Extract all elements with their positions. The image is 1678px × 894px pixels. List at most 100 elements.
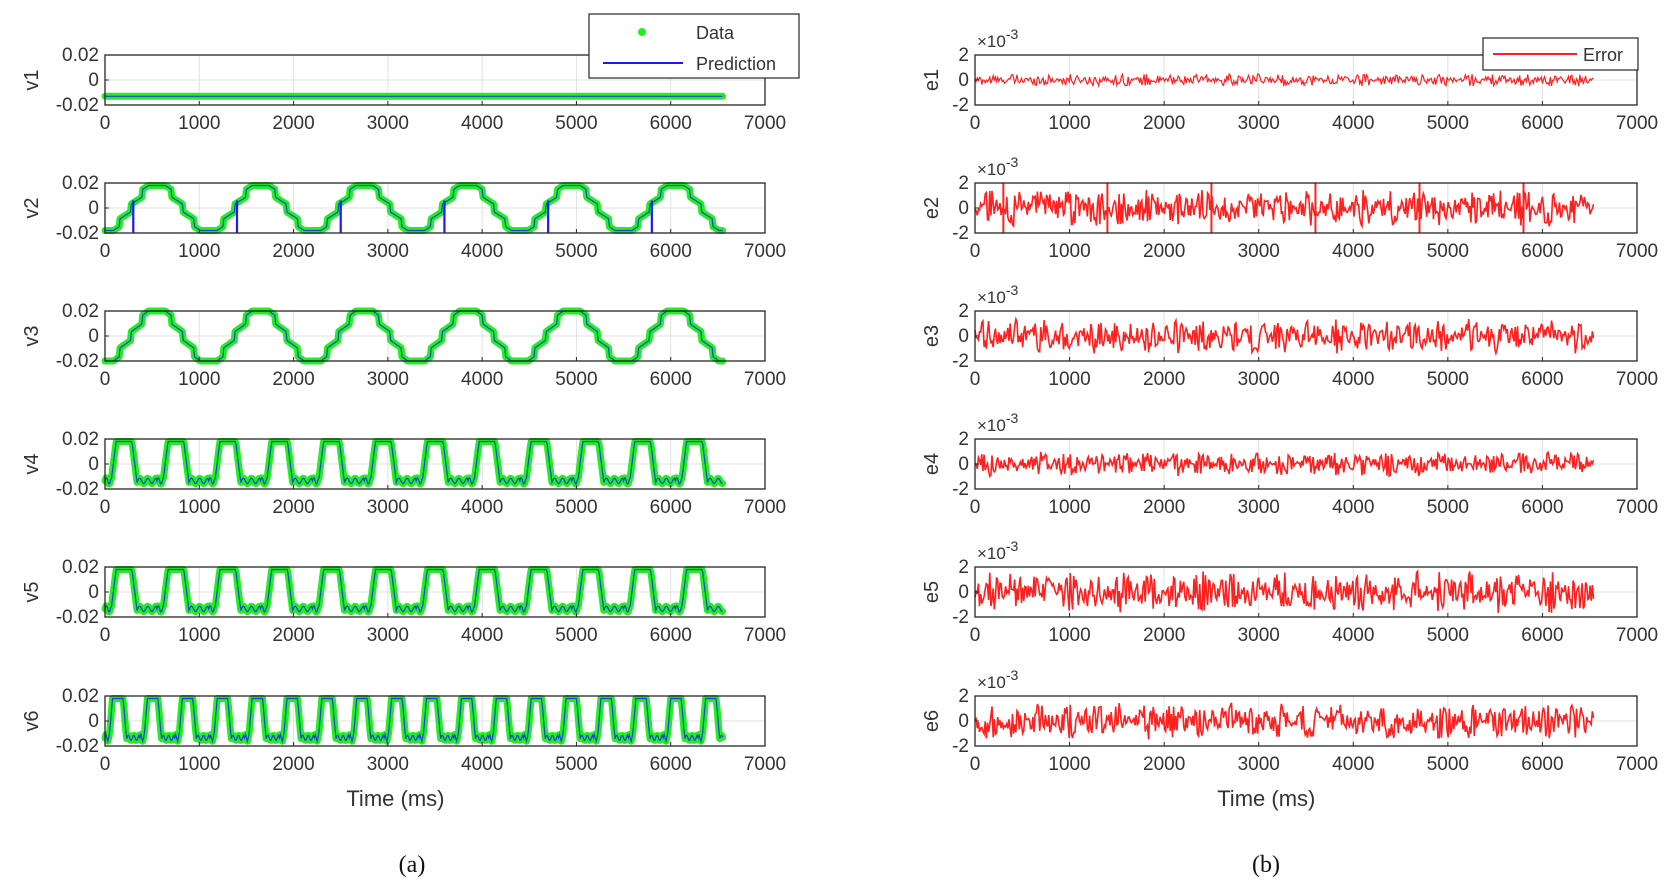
- x-tick-label: 2000: [272, 113, 314, 134]
- y-tick-label: -0.02: [56, 607, 99, 628]
- x-tick-label: 2000: [1143, 497, 1185, 518]
- subplot-v2: 0 1000 2000 3000 4000 5000 6000 70000.020-0.02v…: [21, 173, 786, 262]
- x-tick-label: 4000: [461, 625, 503, 646]
- legend-marker-data: [638, 28, 646, 36]
- x-tick-label: 0: [970, 369, 981, 390]
- x-tick-label: 4000: [461, 369, 503, 390]
- x-tick-label: 5000: [555, 754, 597, 775]
- y-tick-label: 0: [958, 582, 969, 603]
- x-tick-label: 2000: [1143, 625, 1185, 646]
- x-tick-label: 5000: [1427, 113, 1469, 134]
- y-tick-label: 0.02: [62, 429, 99, 450]
- subplot-v1: 0 1000 2000 3000 4000 5000 6000 70000.020-0.02v…: [21, 45, 786, 134]
- series-prediction-v2: [105, 184, 723, 232]
- x-tick-label: 1000: [1048, 754, 1090, 775]
- y-multiplier: ×10: [977, 32, 1006, 51]
- x-tick-label: 5000: [1427, 497, 1469, 518]
- y-exponent-label: ×10-3: [977, 538, 1019, 563]
- x-tick-label: 5000: [555, 241, 597, 262]
- y-tick-label: -2: [952, 223, 969, 244]
- y-tick-label: 0.02: [62, 173, 99, 194]
- x-tick-label: 0: [100, 497, 111, 518]
- y-exponent-label: ×10-3: [977, 154, 1019, 179]
- y-axis-label: e6: [921, 710, 943, 732]
- series-error-e5: [974, 569, 1595, 613]
- y-axis-label: v1: [21, 69, 43, 90]
- y-exponent: -3: [1006, 667, 1019, 683]
- x-tick-label: 7000: [1616, 113, 1658, 134]
- x-tick-label: 4000: [461, 497, 503, 518]
- x-tick-label: 7000: [744, 625, 786, 646]
- y-exponent-label: ×10-3: [977, 667, 1019, 692]
- y-tick-label: -0.02: [56, 223, 99, 244]
- x-tick-label: 7000: [744, 241, 786, 262]
- x-tick-label: 7000: [1616, 625, 1658, 646]
- x-tick-label: 5000: [555, 369, 597, 390]
- y-multiplier: ×10: [977, 288, 1006, 307]
- y-tick-label: 0: [958, 454, 969, 475]
- x-tick-label: 3000: [367, 369, 409, 390]
- subplot-v4: 0 1000 2000 3000 4000 5000 6000 70000.020-0.02v…: [21, 429, 786, 518]
- x-tick-label: 3000: [367, 625, 409, 646]
- y-tick-label: -2: [952, 479, 969, 500]
- panel-label: (a): [399, 852, 426, 878]
- x-tick-label: 6000: [650, 241, 692, 262]
- series-error-e2: [974, 189, 1595, 230]
- series-error-e3: [974, 316, 1595, 357]
- x-tick-label: 3000: [1238, 497, 1280, 518]
- y-tick-label: -2: [952, 351, 969, 372]
- x-tick-label: 2000: [272, 369, 314, 390]
- y-tick-label: 2: [958, 173, 969, 194]
- x-tick-label: 0: [100, 241, 111, 262]
- x-tick-label: 1000: [1048, 241, 1090, 262]
- y-axis-label: e4: [921, 453, 943, 475]
- x-tick-label: 4000: [461, 241, 503, 262]
- y-axis-label: v4: [21, 453, 43, 474]
- x-tick-label: 7000: [1616, 754, 1658, 775]
- y-tick-label: -0.02: [56, 95, 99, 116]
- y-axis-label: v3: [21, 325, 43, 346]
- y-tick-label: 0: [88, 326, 99, 347]
- x-tick-label: 5000: [1427, 369, 1469, 390]
- x-tick-label: 6000: [1521, 754, 1563, 775]
- x-tick-label: 6000: [1521, 241, 1563, 262]
- x-tick-label: 3000: [1238, 754, 1280, 775]
- y-tick-label: -0.02: [56, 736, 99, 757]
- x-tick-label: 3000: [1238, 625, 1280, 646]
- y-tick-label: 2: [958, 686, 969, 707]
- x-tick-label: 6000: [1521, 625, 1563, 646]
- series-prediction-v6: [104, 697, 724, 744]
- x-tick-label: 7000: [744, 754, 786, 775]
- y-tick-label: 2: [958, 557, 969, 578]
- legend: Data Prediction: [588, 13, 800, 79]
- series-prediction-v5: [104, 568, 723, 613]
- x-tick-label: 5000: [1427, 241, 1469, 262]
- y-tick-label: 0: [958, 198, 969, 219]
- x-tick-label: 6000: [650, 113, 692, 134]
- x-tick-label: 1000: [1048, 369, 1090, 390]
- y-multiplier: ×10: [977, 160, 1006, 179]
- x-tick-label: 1000: [1048, 497, 1090, 518]
- x-tick-label: 3000: [367, 497, 409, 518]
- panel-label: (b): [1252, 852, 1280, 878]
- x-tick-label: 0: [970, 113, 981, 134]
- y-exponent-label: ×10-3: [977, 26, 1019, 51]
- y-tick-label: 0: [88, 70, 99, 91]
- x-tick-label: 0: [100, 754, 111, 775]
- legend-label-error: Error: [1583, 45, 1623, 65]
- y-exponent-label: ×10-3: [977, 282, 1019, 307]
- y-tick-label: 0: [88, 454, 99, 475]
- x-tick-label: 6000: [650, 625, 692, 646]
- y-tick-label: 0.02: [62, 557, 99, 578]
- x-tick-label: 4000: [1332, 369, 1374, 390]
- y-axis-label: v2: [21, 197, 43, 218]
- y-tick-label: -2: [952, 736, 969, 757]
- y-tick-label: 0.02: [62, 686, 99, 707]
- y-tick-label: -2: [952, 95, 969, 116]
- subplot-v5: 0 1000 2000 3000 4000 5000 6000 70000.020-0.02v…: [21, 557, 786, 646]
